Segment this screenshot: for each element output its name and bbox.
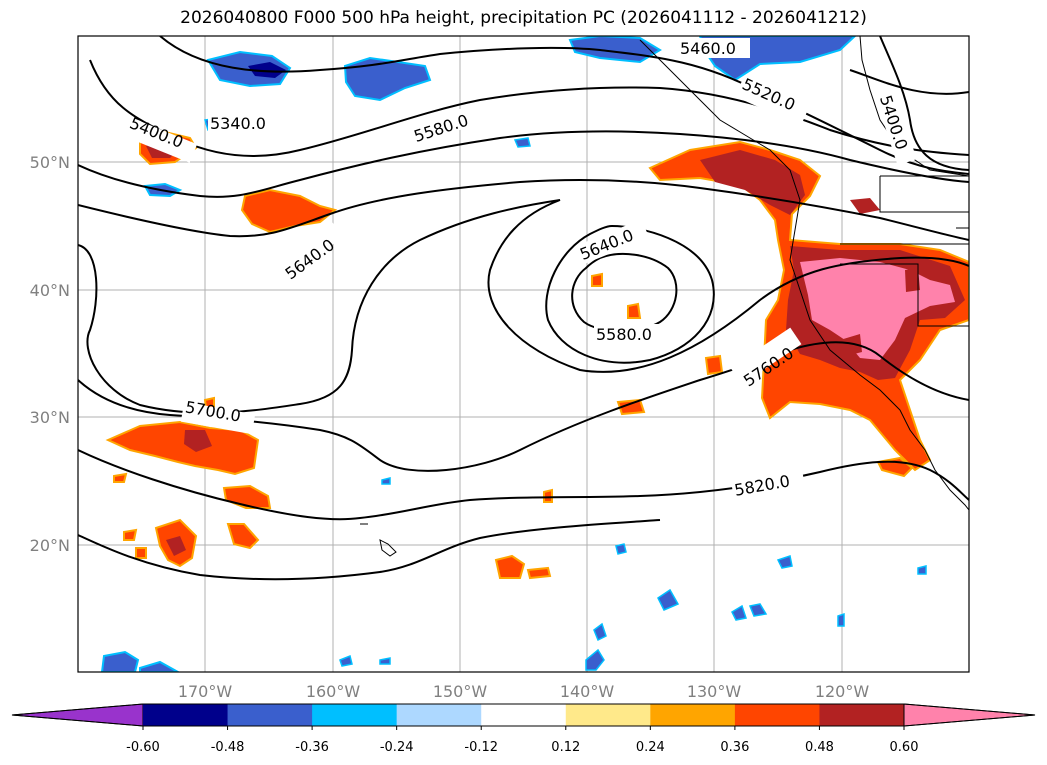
lon-label-160w: 160°W [306, 682, 361, 701]
colorbar-label: 0.60 [890, 740, 919, 755]
lon-label-150w: 150°W [433, 682, 488, 701]
map-title: 2026040800 F000 500 hPa height, precipit… [180, 8, 867, 28]
latitude-labels: 50°N 40°N 30°N 20°N [30, 153, 70, 555]
contour-label-5580-low: 5580.0 [596, 325, 652, 344]
lon-label-120w: 120°W [815, 682, 870, 701]
lon-label-140w: 140°W [560, 682, 615, 701]
colorbar-label: -0.36 [295, 740, 329, 755]
colorbar-segment [565, 704, 651, 726]
colorbar-segment [396, 704, 482, 726]
contour-label-5460: 5460.0 [680, 39, 736, 58]
height-contours [78, 36, 969, 581]
colorbar-segment [819, 704, 905, 726]
colorbar-label: 0.24 [636, 740, 665, 755]
map-frame [77, 35, 970, 673]
colorbar-label: -0.60 [126, 740, 160, 755]
colorbar-extend-high [903, 703, 1036, 727]
colorbar-segment [734, 704, 820, 726]
colorbar-segment [312, 704, 398, 726]
colorbar-segment [481, 704, 567, 726]
colorbar-segment [650, 704, 736, 726]
lat-label-20n: 20°N [30, 536, 70, 555]
colorbar-label: 0.36 [720, 740, 749, 755]
precip-positive-areas [105, 130, 969, 580]
colorbar-label: -0.48 [211, 740, 245, 755]
lat-label-30n: 30°N [30, 408, 70, 427]
lat-label-40n: 40°N [30, 281, 70, 300]
colorbar-segment [227, 704, 313, 726]
colorbar-segment [143, 704, 229, 726]
colorbar-label: 0.12 [551, 740, 580, 755]
colorbar: -0.60 -0.48 -0.36 -0.24 -0.12 0.12 0.24 0.36 0.4… [11, 703, 1036, 755]
contour-label-5340: 5340.0 [210, 114, 266, 133]
lat-label-50n: 50°N [30, 153, 70, 172]
colorbar-extend-low [11, 703, 144, 727]
lon-label-170w: 170°W [178, 682, 233, 701]
longitude-labels: 170°W 160°W 150°W 140°W 130°W 120°W [178, 682, 870, 701]
colorbar-label: -0.12 [464, 740, 498, 755]
lon-label-130w: 130°W [687, 682, 742, 701]
colorbar-label: -0.24 [380, 740, 414, 755]
colorbar-label: 0.48 [805, 740, 834, 755]
